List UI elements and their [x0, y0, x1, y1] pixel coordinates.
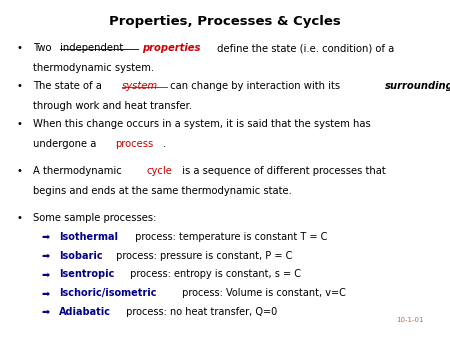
Text: Isentropic: Isentropic — [58, 269, 114, 280]
Text: •: • — [17, 81, 22, 91]
Text: •: • — [17, 166, 22, 176]
Text: •: • — [17, 43, 22, 53]
Text: ➡: ➡ — [41, 232, 50, 242]
Text: ➡: ➡ — [41, 307, 50, 317]
Text: begins and ends at the same thermodynamic state.: begins and ends at the same thermodynami… — [33, 186, 292, 196]
Text: define the state (i.e. condition) of a: define the state (i.e. condition) of a — [214, 43, 395, 53]
Text: ➡: ➡ — [41, 288, 50, 298]
Text: process: pressure is constant, P = C: process: pressure is constant, P = C — [112, 250, 292, 261]
Text: Isothermal: Isothermal — [58, 232, 118, 242]
Text: When this change occurs in a system, it is said that the system has: When this change occurs in a system, it … — [33, 119, 370, 129]
Text: •: • — [17, 119, 22, 129]
Text: 10-1-01: 10-1-01 — [396, 317, 424, 323]
Text: process: temperature is constant T = C: process: temperature is constant T = C — [132, 232, 327, 242]
Text: process: process — [115, 139, 153, 149]
Text: system: system — [122, 81, 158, 91]
Text: surroundings: surroundings — [385, 81, 450, 91]
Text: independent: independent — [59, 43, 123, 53]
Text: process: no heat transfer, Q=0: process: no heat transfer, Q=0 — [123, 307, 277, 317]
Text: cycle: cycle — [147, 166, 172, 176]
Text: Ischoric/isometric: Ischoric/isometric — [58, 288, 156, 298]
Text: process: entropy is constant, s = C: process: entropy is constant, s = C — [127, 269, 301, 280]
Text: can change by interaction with its: can change by interaction with its — [166, 81, 343, 91]
Text: process: Volume is constant, v=C: process: Volume is constant, v=C — [180, 288, 346, 298]
Text: ➡: ➡ — [41, 250, 50, 261]
Text: undergone a: undergone a — [33, 139, 99, 149]
Text: •: • — [17, 213, 22, 223]
Text: Two: Two — [33, 43, 54, 53]
Text: properties: properties — [142, 43, 200, 53]
Text: Some sample processes:: Some sample processes: — [33, 213, 156, 223]
Text: Isobaric: Isobaric — [58, 250, 102, 261]
Text: Properties, Processes & Cycles: Properties, Processes & Cycles — [109, 15, 341, 28]
Text: A thermodynamic: A thermodynamic — [33, 166, 125, 176]
Text: thermodynamic system.: thermodynamic system. — [33, 63, 154, 73]
Text: ➡: ➡ — [41, 269, 50, 280]
Text: is a sequence of different processes that: is a sequence of different processes tha… — [179, 166, 385, 176]
Text: Adiabatic: Adiabatic — [58, 307, 111, 317]
Text: .: . — [162, 139, 166, 149]
Text: through work and heat transfer.: through work and heat transfer. — [33, 101, 192, 111]
Text: The state of a: The state of a — [33, 81, 105, 91]
